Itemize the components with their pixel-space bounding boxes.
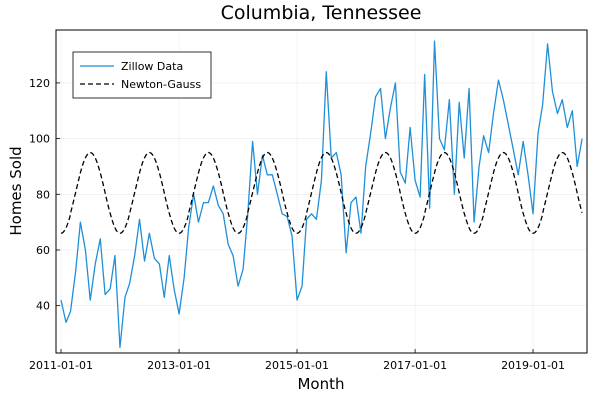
y-tick-label: 100	[29, 133, 50, 146]
legend-box	[72, 51, 212, 99]
legend-label-zillow: Zillow Data	[121, 60, 183, 73]
x-tick-label: 2013-01-01	[147, 359, 211, 372]
y-tick-label: 40	[36, 300, 50, 313]
x-tick-label: 2017-01-01	[383, 359, 447, 372]
chart-title: Columbia, Tennessee	[221, 2, 422, 24]
series-layer	[60, 40, 583, 349]
ticks: 40 60 80 100 120 2011-01-01 2013-01-01 2015-01-…	[29, 77, 565, 372]
x-tick-label: 2015-01-01	[265, 359, 329, 372]
legend: Zillow Data Newton-Gauss	[72, 51, 212, 99]
y-tick-label: 60	[36, 244, 50, 257]
series-line-newton-gauss	[60, 151, 583, 234]
x-tick-label: 2019-01-01	[501, 359, 565, 372]
y-tick-label: 120	[29, 77, 50, 90]
x-tick-label: 2011-01-01	[29, 359, 93, 372]
x-axis-label: Month	[297, 375, 344, 393]
y-axis-label: Homes Sold	[7, 146, 25, 235]
series-line-zillow-data	[60, 40, 583, 349]
y-tick-label: 80	[36, 188, 50, 201]
plot-frame	[55, 29, 588, 354]
legend-label-newton-gauss: Newton-Gauss	[121, 78, 201, 91]
